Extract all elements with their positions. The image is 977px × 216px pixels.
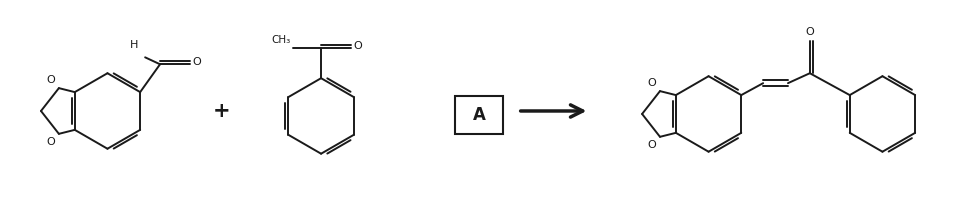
Text: O: O	[647, 78, 656, 88]
Text: +: +	[213, 101, 231, 121]
Text: H: H	[130, 40, 138, 50]
Text: O: O	[647, 140, 656, 150]
Text: O: O	[805, 27, 814, 37]
Text: O: O	[46, 75, 55, 85]
Text: O: O	[354, 41, 362, 51]
Text: O: O	[192, 57, 201, 67]
Text: A: A	[473, 106, 486, 124]
Text: CH₃: CH₃	[271, 35, 290, 45]
Bar	[455, 96, 503, 134]
Text: O: O	[46, 137, 55, 147]
